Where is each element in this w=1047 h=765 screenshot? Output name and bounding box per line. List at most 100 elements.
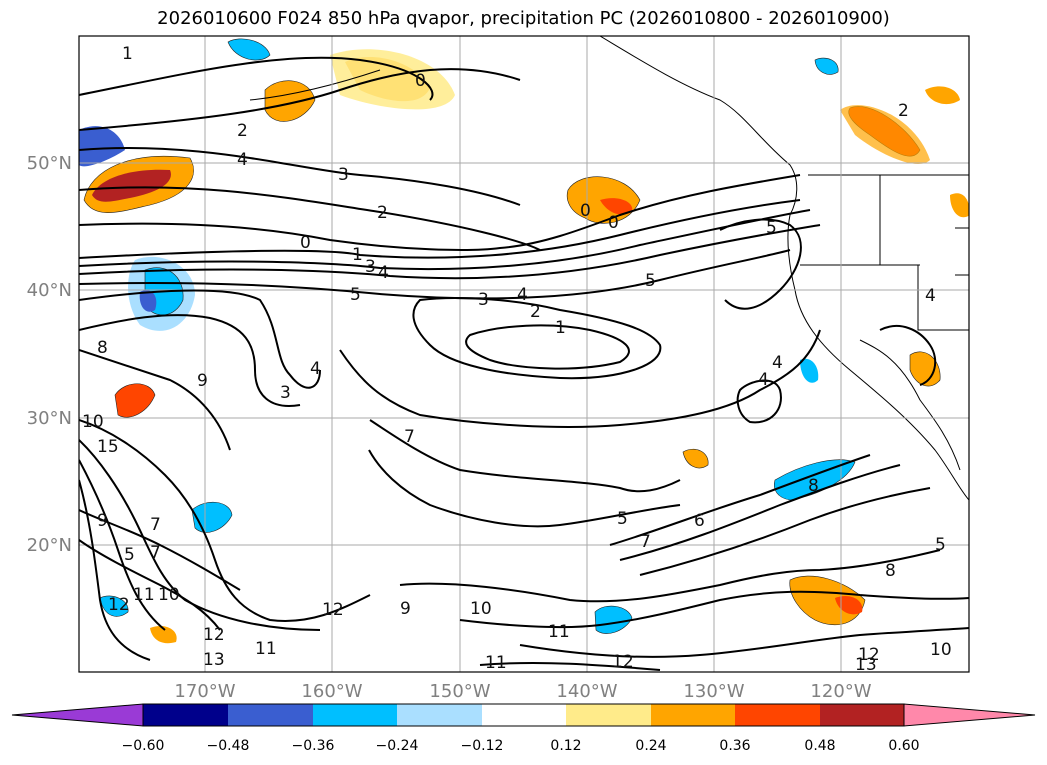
contour-label: 4 [310, 359, 321, 379]
contour-label: 4 [758, 370, 769, 390]
contour-labels: 1 0 2 2 4 3 2 0 1 3 4 5 0 0 5 3 4 2 1 5 … [82, 44, 952, 675]
contour-label: 10 [82, 412, 104, 432]
map-frame [78, 35, 970, 673]
colorbar-tick: −0.24 [376, 738, 419, 754]
contour-label: 1 [122, 44, 133, 64]
contour-label: 9 [197, 371, 208, 391]
contour-label: 13 [203, 650, 225, 670]
contour-label: 3 [365, 257, 376, 277]
contour-label: 12 [322, 600, 344, 620]
colorbar-tick: −0.12 [461, 738, 504, 754]
colorbar: −0.60 −0.48 −0.36 −0.24 −0.12 0.12 0.24 … [11, 703, 1036, 754]
contour-label: 7 [404, 427, 415, 447]
longitude-axis: 170°W 160°W 150°W 140°W 130°W 120°W [174, 681, 871, 702]
contour-label: 0 [415, 71, 426, 91]
qvapor-contours [79, 56, 969, 671]
colorbar-tick: 0.60 [888, 738, 919, 754]
contour-label: 5 [617, 509, 628, 529]
contour-label: 5 [766, 218, 777, 238]
lon-label: 140°W [556, 681, 617, 702]
contour-label: 2 [377, 203, 388, 223]
contour-label: 1 [555, 318, 566, 338]
shade-blue [99, 595, 129, 617]
contour-label: 10 [158, 585, 180, 605]
colorbar-swatch [482, 704, 566, 726]
shade-orange [925, 86, 960, 105]
colorbar-swatch [820, 704, 904, 726]
shade-deep-blue [139, 290, 157, 312]
colorbar-extend-low [11, 703, 144, 727]
lat-label: 20°N [27, 535, 72, 556]
precip-fill-layer [79, 38, 969, 644]
contour-label: 1 [352, 245, 363, 265]
contour-label: 8 [97, 338, 108, 358]
contour-label: 7 [640, 532, 651, 552]
contour-label: 4 [378, 263, 389, 283]
shade-red [835, 595, 863, 615]
shade-blue [594, 605, 633, 634]
lon-label: 130°W [683, 681, 744, 702]
contour-label: 0 [608, 213, 619, 233]
contour-label: 11 [548, 622, 570, 642]
contour-label: 7 [150, 515, 161, 535]
lon-label: 150°W [429, 681, 490, 702]
lon-label: 160°W [301, 681, 362, 702]
contour-label: 9 [97, 511, 108, 531]
graticule [79, 36, 969, 672]
contour-label: 12 [108, 595, 130, 615]
shade-blue [800, 358, 819, 383]
lat-label: 30°N [27, 408, 72, 429]
shade-yellow [330, 49, 455, 110]
lat-label: 50°N [27, 153, 72, 174]
contour-label: 10 [930, 640, 952, 660]
contour-label: 15 [97, 437, 119, 457]
contour-label: 12 [858, 645, 880, 665]
shade-orange [840, 105, 930, 164]
colorbar-swatch [735, 704, 820, 726]
contour-label: 4 [772, 353, 783, 373]
contour-label: 13 [855, 655, 877, 675]
contour-label: 7 [150, 543, 161, 563]
shade-red [600, 198, 633, 215]
contour-label: 3 [280, 383, 291, 403]
contour-label: 5 [124, 545, 135, 565]
contour-label: 5 [645, 271, 656, 291]
latitude-axis: 50°N 40°N 30°N 20°N [27, 153, 72, 556]
contour-label: 6 [694, 511, 705, 531]
colorbar-tick: −0.60 [122, 738, 165, 754]
contour-label: 11 [255, 639, 277, 659]
colorbar-tick: −0.48 [207, 738, 250, 754]
shade-orange [264, 80, 316, 122]
colorbar-tick: −0.36 [292, 738, 335, 754]
contour-label: 10 [470, 599, 492, 619]
contour-label: 3 [338, 165, 349, 185]
lon-label: 170°W [174, 681, 235, 702]
contour-label: 0 [300, 233, 311, 253]
contour-label: 4 [925, 286, 936, 306]
shade-red [114, 383, 156, 418]
contour-label: 3 [478, 290, 489, 310]
shade-blue [227, 38, 271, 61]
contour-label: 4 [237, 150, 248, 170]
contour-label: 12 [203, 625, 225, 645]
shade-strong [92, 169, 171, 202]
colorbar-tick: 0.24 [635, 738, 666, 754]
colorbar-swatch [651, 704, 735, 726]
contour-label: 11 [133, 585, 155, 605]
colorbar-frame [142, 703, 905, 727]
colorbar-swatch [566, 704, 651, 726]
contour-label: 9 [400, 599, 411, 619]
shade-pos-light [79, 126, 125, 167]
contour-label: 8 [885, 561, 896, 581]
contour-label: 2 [898, 101, 909, 121]
contour-label: 5 [935, 535, 946, 555]
map-plot-area [79, 36, 969, 672]
contour-label: 2 [237, 121, 248, 141]
contour-label: 4 [517, 285, 528, 305]
contour-label: 11 [485, 653, 507, 673]
contour-label: 8 [808, 476, 819, 496]
contour-label: 12 [612, 652, 634, 672]
shade-blue [814, 57, 839, 75]
colorbar-tick: 0.36 [719, 738, 750, 754]
shade-yellow [150, 625, 177, 644]
